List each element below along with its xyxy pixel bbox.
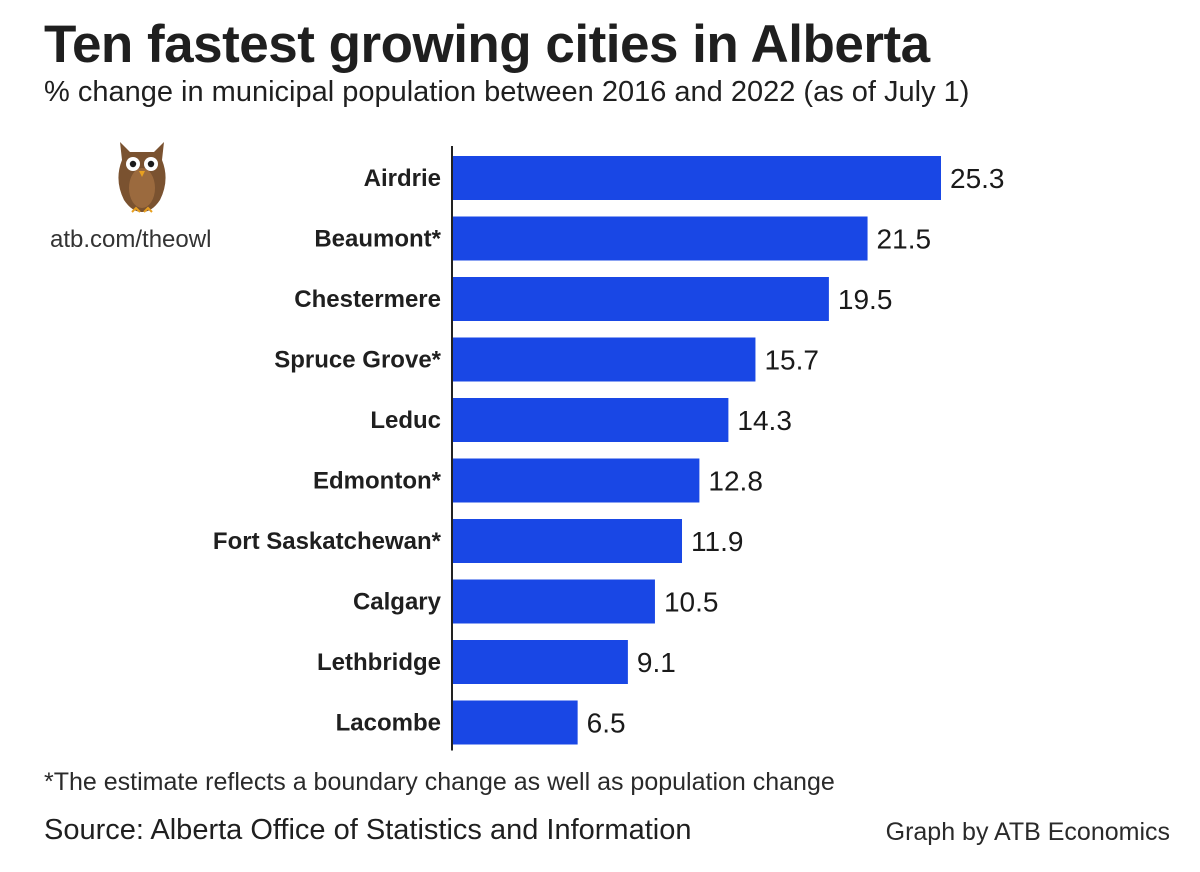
chart-title: Ten fastest growing cities in Alberta: [44, 15, 930, 74]
bar: [452, 640, 628, 684]
category-label: Spruce Grove*: [274, 347, 441, 374]
bar: [452, 398, 729, 442]
category-label: Calgary: [353, 589, 442, 616]
data-label: 6.5: [587, 708, 626, 739]
data-label: 10.5: [664, 587, 719, 618]
bar: [452, 458, 700, 503]
footnote: *The estimate reflects a boundary change…: [44, 768, 835, 796]
bar: [452, 277, 829, 321]
category-label: Edmonton*: [313, 468, 442, 495]
logo-url: atb.com/theowl: [50, 226, 212, 253]
chart-subtitle: % change in municipal population between…: [44, 76, 970, 108]
data-label: 15.7: [764, 345, 819, 376]
data-label: 21.5: [877, 224, 932, 255]
category-label: Beaumont*: [314, 226, 441, 253]
bar-chart: Airdrie 25.3 Beaumont* 21.5 Chestermere 19.5 S…: [213, 146, 1005, 751]
bar: [452, 700, 578, 745]
data-label: 12.8: [708, 466, 763, 497]
category-label: Lethbridge: [317, 649, 441, 676]
credit-note: Graph by ATB Economics: [885, 818, 1170, 846]
data-label: 25.3: [950, 163, 1005, 194]
data-label: 19.5: [838, 284, 893, 315]
category-label: Leduc: [370, 407, 441, 434]
bar: [452, 579, 655, 624]
bar: [452, 216, 868, 261]
source-note: Source: Alberta Office of Statistics and…: [44, 814, 692, 846]
bar: [452, 337, 756, 382]
owl-icon: [118, 142, 166, 213]
category-label: Chestermere: [294, 286, 441, 313]
data-label: 14.3: [737, 405, 792, 436]
bar: [452, 519, 683, 563]
category-label: Airdrie: [364, 165, 441, 192]
category-label: Fort Saskatchewan*: [213, 528, 442, 555]
category-label: Lacombe: [336, 710, 441, 737]
data-label: 9.1: [637, 647, 676, 678]
data-label: 11.9: [691, 526, 743, 557]
bar: [452, 156, 941, 200]
